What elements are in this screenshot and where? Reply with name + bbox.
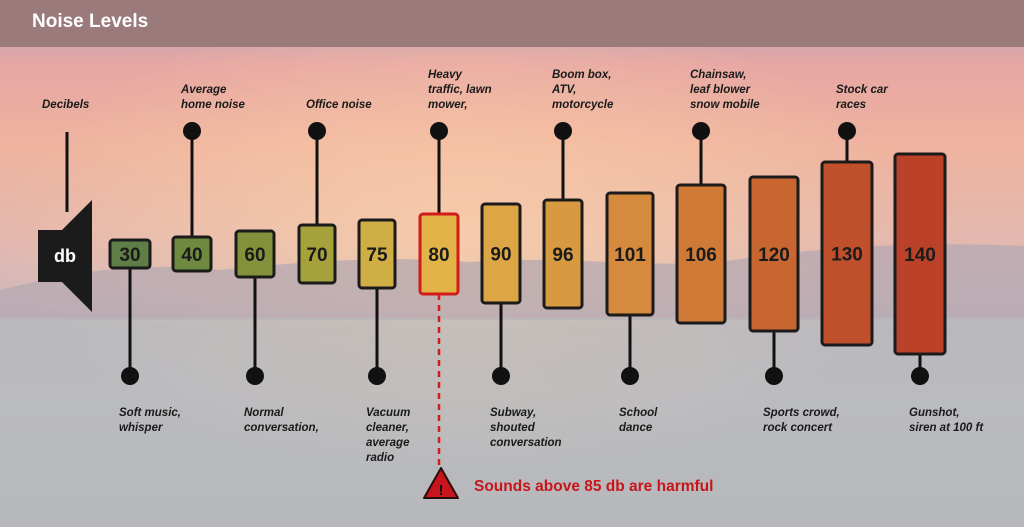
level-dot-130: [838, 122, 856, 140]
level-dot-60: [246, 367, 264, 385]
level-value-80: 80: [428, 245, 449, 266]
level-dot-75: [368, 367, 386, 385]
level-value-75: 75: [366, 245, 388, 266]
level-box-96: [542, 198, 584, 310]
level-dot-70: [308, 122, 326, 140]
level-box-30: [108, 238, 152, 270]
speaker-badge-label: db: [54, 246, 76, 266]
level-label-below-75: Vacuum cleaner, average radio: [366, 407, 411, 464]
level-box-90: [480, 202, 522, 305]
harmful-warning-text: Sounds above 85 db are harmful: [474, 478, 714, 495]
level-label-above-40: Average home noise: [181, 84, 245, 111]
level-dot-40: [183, 122, 201, 140]
page-title: Noise Levels: [32, 11, 149, 32]
level-box-60: [234, 229, 276, 279]
level-box-80: [418, 212, 460, 296]
level-box-75: [357, 218, 397, 290]
level-box-130: [820, 160, 874, 347]
level-label-above-70: Office noise: [306, 99, 372, 111]
level-value-90: 90: [490, 245, 511, 266]
level-dot-30: [121, 367, 139, 385]
level-box-140: [893, 152, 947, 356]
level-box-101: [605, 191, 655, 317]
level-box-106: [675, 183, 727, 325]
level-value-120: 120: [758, 245, 790, 266]
level-dot-96: [554, 122, 572, 140]
level-dot-120: [765, 367, 783, 385]
level-dot-140: [911, 367, 929, 385]
level-value-130: 130: [831, 245, 863, 266]
level-value-40: 40: [181, 245, 202, 266]
speaker-icon: [38, 200, 92, 312]
level-dot-90: [492, 367, 510, 385]
level-label-below-120: Sports crowd, rock concert: [763, 407, 840, 434]
level-label-below-90: Subway, shouted conversation: [490, 407, 562, 449]
level-value-96: 96: [552, 245, 573, 266]
level-label-below-60: Normal conversation,: [244, 407, 319, 434]
level-label-below-30: Soft music, whisper: [119, 407, 181, 434]
level-label-above-130: Stock car races: [836, 84, 888, 111]
level-box-70: [297, 223, 337, 285]
warning-icon-mark: !: [439, 482, 444, 499]
level-box-120: [748, 175, 800, 333]
level-value-101: 101: [614, 245, 646, 266]
level-dot-101: [621, 367, 639, 385]
decibels-axis-label: Decibels: [42, 99, 90, 111]
level-dot-80: [430, 122, 448, 140]
title-bar: Noise Levels: [0, 0, 1024, 47]
level-box-40: [171, 235, 213, 273]
level-value-70: 70: [306, 245, 327, 266]
level-value-60: 60: [244, 245, 265, 266]
level-label-above-96: Boom box, ATV, motorcycle: [552, 69, 614, 111]
level-value-30: 30: [119, 245, 140, 266]
warning-icon: [423, 467, 459, 499]
level-value-140: 140: [904, 245, 936, 266]
level-label-above-106: Chainsaw, leaf blower snow mobile: [690, 69, 760, 111]
level-label-below-140: Gunshot, siren at 100 ft: [909, 407, 984, 434]
level-dot-106: [692, 122, 710, 140]
level-label-above-80: Heavy traffic, lawn mower,: [428, 69, 492, 111]
level-label-below-101: School dance: [619, 407, 658, 434]
level-value-106: 106: [685, 245, 717, 266]
